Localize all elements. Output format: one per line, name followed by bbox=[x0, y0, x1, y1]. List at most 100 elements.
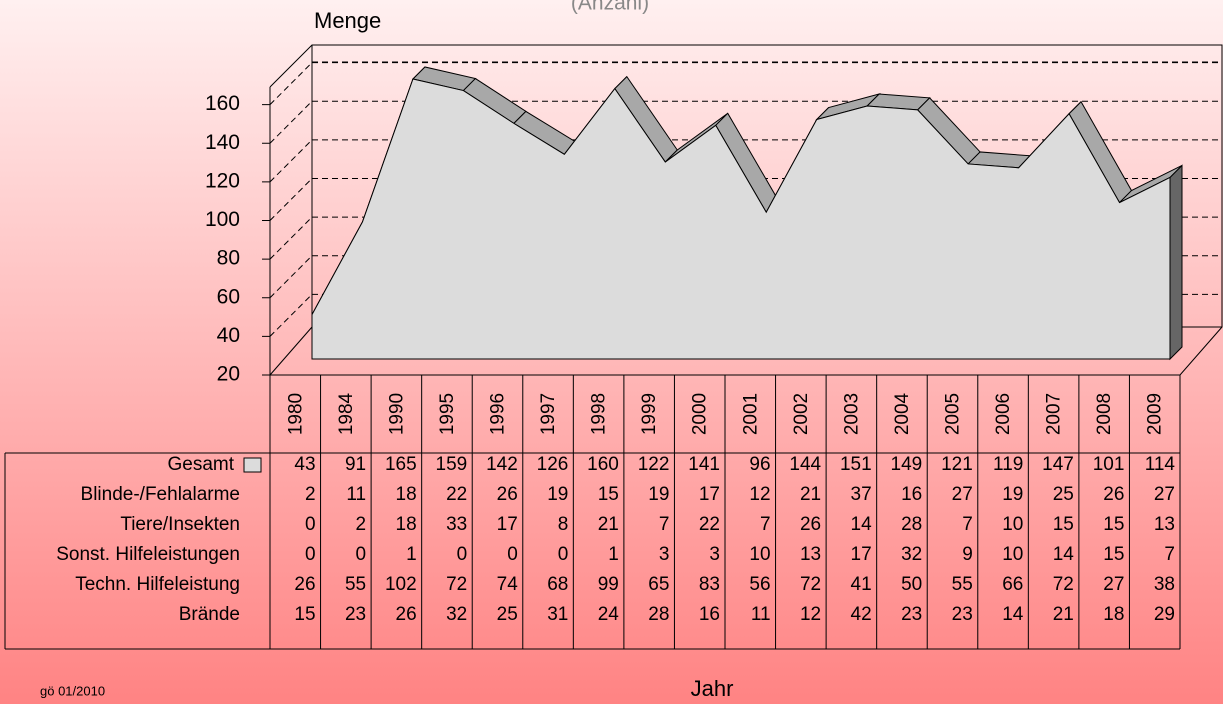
table-cell: 29 bbox=[1154, 604, 1175, 625]
table-cell: 15 bbox=[1053, 514, 1074, 535]
table-cell: 102 bbox=[385, 574, 417, 595]
table-cell: 26 bbox=[497, 484, 518, 505]
table-cell: 14 bbox=[851, 514, 873, 535]
y-tick-label: 20 bbox=[217, 363, 240, 386]
table-cell: 15 bbox=[598, 484, 619, 505]
table-cell: 12 bbox=[749, 484, 770, 505]
table-cell: 23 bbox=[345, 604, 366, 625]
table-cell: 41 bbox=[851, 574, 872, 595]
table-cell: 42 bbox=[851, 604, 872, 625]
table-cell: 27 bbox=[1103, 574, 1124, 595]
table-cell: 74 bbox=[497, 574, 519, 595]
legend-label: Techn. Hilfeleistung bbox=[75, 574, 240, 595]
table-cell: 24 bbox=[598, 604, 620, 625]
table-cell: 83 bbox=[699, 574, 720, 595]
y-tick-label: 160 bbox=[205, 92, 240, 115]
table-cell: 3 bbox=[659, 544, 670, 565]
table-cell: 10 bbox=[1002, 544, 1023, 565]
y-tick-label: 80 bbox=[217, 247, 240, 270]
x-tick-label: 1998 bbox=[589, 393, 610, 435]
table-cell: 141 bbox=[688, 454, 720, 475]
table-cell: 19 bbox=[547, 484, 568, 505]
table-cell: 0 bbox=[305, 544, 316, 565]
x-axis-label: Jahr bbox=[691, 676, 734, 701]
table-cell: 17 bbox=[699, 484, 720, 505]
legend-label: Tiere/Insekten bbox=[120, 514, 240, 535]
table-cell: 21 bbox=[1053, 604, 1074, 625]
legend-label: Gesamt bbox=[167, 454, 234, 475]
table-cell: 0 bbox=[356, 544, 367, 565]
x-tick-label: 2004 bbox=[892, 392, 913, 435]
y-tick-label: 100 bbox=[205, 208, 240, 231]
table-cell: 147 bbox=[1042, 454, 1074, 475]
x-tick-label: 2009 bbox=[1145, 393, 1166, 435]
table-cell: 0 bbox=[507, 544, 518, 565]
table-cell: 15 bbox=[294, 604, 315, 625]
table-cell: 26 bbox=[1103, 484, 1124, 505]
table-cell: 12 bbox=[800, 604, 821, 625]
table-cell: 9 bbox=[962, 544, 973, 565]
table-cell: 10 bbox=[1002, 514, 1023, 535]
x-tick-label: 2008 bbox=[1094, 393, 1115, 435]
y-axis-label: Menge bbox=[314, 8, 381, 33]
y-tick-label: 120 bbox=[205, 169, 240, 192]
table-cell: 72 bbox=[800, 574, 821, 595]
table-cell: 27 bbox=[952, 484, 973, 505]
x-tick-label: 1996 bbox=[488, 393, 509, 435]
table-cell: 15 bbox=[1103, 544, 1124, 565]
x-tick-label: 1995 bbox=[437, 393, 458, 435]
legend-label: Sonst. Hilfeleistungen bbox=[56, 544, 240, 565]
table-cell: 28 bbox=[901, 514, 922, 535]
table-cell: 7 bbox=[760, 514, 771, 535]
footnote: gö 01/2010 bbox=[40, 683, 105, 698]
table-cell: 149 bbox=[891, 454, 923, 475]
table-cell: 16 bbox=[901, 484, 922, 505]
x-tick-label: 1997 bbox=[538, 393, 559, 435]
x-tick-label: 2006 bbox=[993, 393, 1014, 435]
table-cell: 15 bbox=[1103, 514, 1124, 535]
area bbox=[311, 78, 1171, 360]
table-cell: 56 bbox=[749, 574, 770, 595]
table-cell: 160 bbox=[587, 454, 619, 475]
table-cell: 7 bbox=[962, 514, 973, 535]
x-tick-label: 2007 bbox=[1044, 393, 1065, 435]
x-tick-label: 1984 bbox=[336, 392, 357, 435]
table-cell: 22 bbox=[446, 484, 467, 505]
table-cell: 66 bbox=[1002, 574, 1023, 595]
table-cell: 43 bbox=[294, 454, 315, 475]
table-cell: 159 bbox=[436, 454, 468, 475]
table-cell: 1 bbox=[406, 544, 417, 565]
x-tick-label: 1990 bbox=[386, 393, 407, 435]
table-cell: 0 bbox=[457, 544, 468, 565]
table-cell: 91 bbox=[345, 454, 366, 475]
table-cell: 26 bbox=[294, 574, 315, 595]
table-cell: 0 bbox=[558, 544, 569, 565]
y-tick-label: 40 bbox=[217, 324, 240, 347]
table-cell: 7 bbox=[1164, 544, 1175, 565]
table-cell: 1 bbox=[608, 544, 619, 565]
legend-label: Brände bbox=[179, 604, 240, 625]
legend-label: Blinde-/Fehlalarme bbox=[81, 484, 240, 505]
x-tick-label: 1980 bbox=[285, 393, 306, 435]
table-cell: 32 bbox=[901, 544, 922, 565]
legend-swatch bbox=[243, 457, 262, 473]
x-tick-label: 2001 bbox=[740, 393, 761, 435]
table-cell: 96 bbox=[749, 454, 770, 475]
table-cell: 23 bbox=[901, 604, 922, 625]
table-cell: 72 bbox=[1053, 574, 1074, 595]
table-cell: 17 bbox=[497, 514, 518, 535]
table-cell: 31 bbox=[547, 604, 568, 625]
table-cell: 18 bbox=[1103, 604, 1124, 625]
table-cell: 22 bbox=[699, 514, 720, 535]
table-cell: 14 bbox=[1053, 544, 1075, 565]
table-cell: 65 bbox=[648, 574, 669, 595]
floor-side bbox=[269, 326, 313, 376]
table-cell: 19 bbox=[1002, 484, 1023, 505]
x-tick-label: 1999 bbox=[639, 393, 660, 435]
table-cell: 122 bbox=[638, 454, 670, 475]
table-cell: 11 bbox=[751, 604, 771, 625]
table-cell: 28 bbox=[648, 604, 669, 625]
table-cell: 25 bbox=[1053, 484, 1074, 505]
table-cell: 121 bbox=[941, 454, 973, 475]
